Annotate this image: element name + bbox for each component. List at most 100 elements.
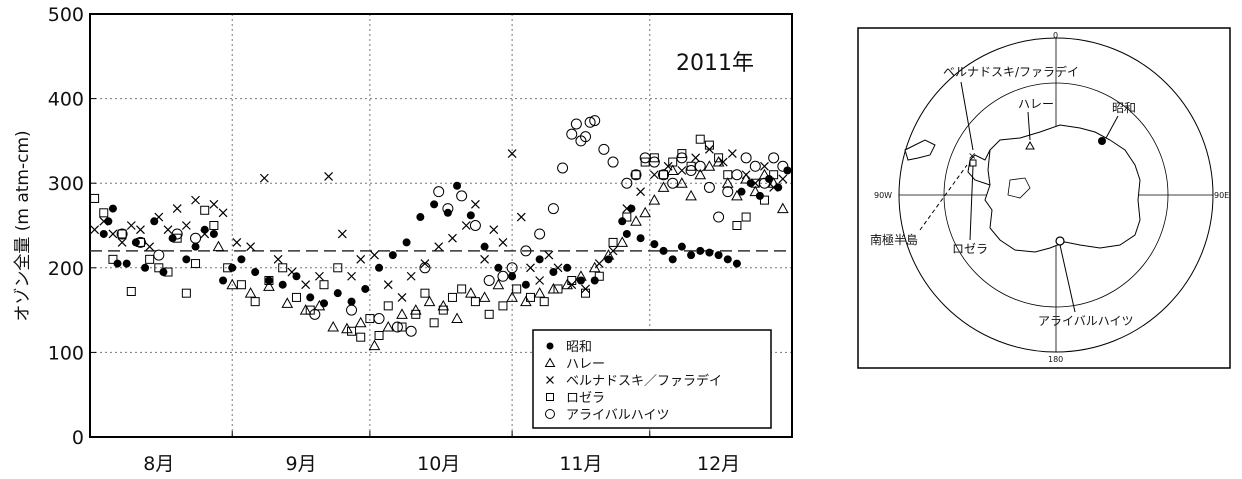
point-s3-12 [200, 205, 210, 215]
y-axis-ticks: 0 100 200 300 400 500 [48, 4, 96, 449]
point-s4-21 [557, 162, 569, 174]
point-s4-13 [456, 190, 468, 202]
point-s0-23 [333, 289, 342, 298]
plot-frame [89, 13, 793, 438]
point-s0-63 [783, 166, 792, 175]
leader-syowa [1105, 115, 1119, 139]
point-s3-28 [397, 322, 407, 332]
point-s3-59 [741, 212, 751, 222]
point-s4-9 [405, 325, 417, 337]
point-s3-0 [90, 193, 100, 203]
legend-marker-2 [546, 376, 554, 384]
point-s4-43 [740, 152, 752, 164]
point-s2-8 [163, 225, 173, 235]
point-s0-29 [416, 213, 425, 222]
map-label-halley: ハレー [1018, 97, 1054, 111]
point-s0-54 [705, 248, 714, 257]
station-syowa-marker [1098, 137, 1106, 145]
point-s1-20 [506, 291, 518, 302]
point-s3-7 [154, 263, 164, 273]
point-s4-8 [391, 321, 403, 333]
point-s2-20 [301, 280, 311, 290]
point-s3-42 [567, 275, 577, 285]
point-s2-46 [594, 259, 604, 268]
point-s2-47 [608, 246, 618, 256]
point-s0-30 [430, 200, 439, 209]
point-s3-51 [668, 157, 678, 167]
point-s1-35 [685, 189, 697, 201]
station-faraday-marker: × [968, 151, 976, 162]
point-s0-8 [159, 268, 168, 277]
point-s0-15 [228, 263, 237, 272]
point-s0-56 [723, 255, 732, 264]
point-s0-28 [402, 238, 411, 247]
point-s3-19 [291, 292, 301, 302]
point-s2-37 [498, 237, 508, 247]
point-s4-18 [520, 245, 532, 257]
point-s2-55 [718, 157, 728, 167]
point-s0-36 [508, 272, 517, 281]
point-s3-38 [512, 284, 522, 294]
y-tick-label-3: 300 [48, 173, 84, 195]
point-s4-7 [373, 313, 385, 325]
point-s0-27 [388, 251, 397, 260]
station-rothera-marker [969, 159, 977, 167]
point-s2-28 [397, 292, 407, 302]
grid-lines [90, 14, 792, 437]
point-s0-24 [347, 297, 356, 306]
point-s4-1 [134, 236, 146, 248]
map-label-peninsula: 南極半島 [870, 232, 918, 247]
point-s3-30 [420, 288, 430, 298]
point-s1-14 [423, 295, 436, 307]
leader-arrival [1059, 244, 1076, 313]
point-s2-17 [259, 173, 269, 183]
south-america-tip [904, 139, 936, 161]
point-s4-47 [777, 160, 789, 172]
point-s1-31 [648, 194, 661, 205]
point-s3-54 [695, 134, 705, 144]
point-s2-31 [434, 242, 444, 252]
point-s4-14 [469, 220, 481, 231]
legend-label-3: ロゼラ [566, 391, 605, 406]
point-s0-50 [668, 255, 677, 264]
point-s2-36 [489, 225, 499, 235]
legend-marker-1 [544, 357, 556, 367]
point-s2-39 [516, 212, 526, 222]
point-s3-56 [714, 153, 724, 163]
point-s0-34 [480, 242, 489, 251]
point-s4-26 [584, 116, 596, 128]
point-s3-3 [117, 229, 127, 239]
point-s1-1 [226, 278, 239, 290]
point-s1-33 [666, 164, 679, 176]
y-tick-label-5: 500 [48, 4, 84, 26]
point-s0-25 [361, 284, 370, 293]
point-s2-35 [480, 254, 490, 264]
point-s0-48 [650, 240, 659, 249]
point-s1-32 [657, 181, 670, 192]
point-s3-9 [172, 233, 182, 243]
point-s1-45 [776, 202, 789, 214]
point-s2-48 [622, 204, 632, 214]
point-s3-15 [236, 280, 246, 290]
x-axis-ticks: 8月 9月 10月 11月 12月 [143, 431, 740, 475]
point-s2-12 [200, 229, 210, 239]
point-s2-0 [90, 225, 100, 235]
point-s2-11 [191, 195, 200, 205]
point-s0-21 [306, 293, 315, 302]
data-points [90, 115, 792, 351]
point-s4-30 [621, 177, 633, 189]
leader-rothera [969, 165, 974, 241]
point-s3-4 [126, 286, 136, 296]
point-s4-17 [506, 262, 518, 274]
point-s0-26 [375, 263, 384, 272]
point-s1-26 [588, 261, 601, 273]
point-s4-2 [153, 249, 165, 261]
point-s2-15 [232, 237, 242, 247]
point-s0-14 [219, 276, 228, 285]
legend-label-0: 昭和 [566, 340, 592, 355]
point-s3-2 [108, 254, 118, 264]
point-s4-36 [676, 152, 688, 164]
point-s0-51 [677, 242, 686, 251]
point-s1-36 [694, 168, 707, 180]
